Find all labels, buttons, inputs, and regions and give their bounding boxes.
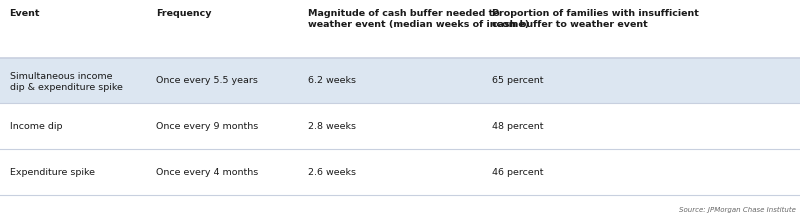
- Text: Event: Event: [10, 9, 40, 18]
- Text: Once every 5.5 years: Once every 5.5 years: [156, 76, 258, 85]
- Bar: [0, 58, 800, 104]
- Text: Magnitude of cash buffer needed to
weather event (median weeks of income): Magnitude of cash buffer needed to weath…: [308, 9, 530, 29]
- Text: Source: JPMorgan Chase Institute: Source: JPMorgan Chase Institute: [679, 207, 796, 213]
- Text: Once every 9 months: Once every 9 months: [156, 122, 258, 131]
- Bar: [0, 149, 800, 195]
- Text: 46 percent: 46 percent: [492, 168, 543, 177]
- Text: Simultaneous income
dip & expenditure spike: Simultaneous income dip & expenditure sp…: [10, 72, 122, 92]
- Text: 2.6 weeks: 2.6 weeks: [308, 168, 356, 177]
- Bar: [0, 104, 800, 149]
- Text: Income dip: Income dip: [10, 122, 62, 131]
- Text: Once every 4 months: Once every 4 months: [156, 168, 258, 177]
- Text: 65 percent: 65 percent: [492, 76, 543, 85]
- Text: Expenditure spike: Expenditure spike: [10, 168, 94, 177]
- Text: 48 percent: 48 percent: [492, 122, 543, 131]
- Text: 6.2 weeks: 6.2 weeks: [308, 76, 356, 85]
- Text: 2.8 weeks: 2.8 weeks: [308, 122, 356, 131]
- Text: Frequency: Frequency: [156, 9, 211, 18]
- Text: Proportion of families with insufficient
cash buffer to weather event: Proportion of families with insufficient…: [492, 9, 699, 29]
